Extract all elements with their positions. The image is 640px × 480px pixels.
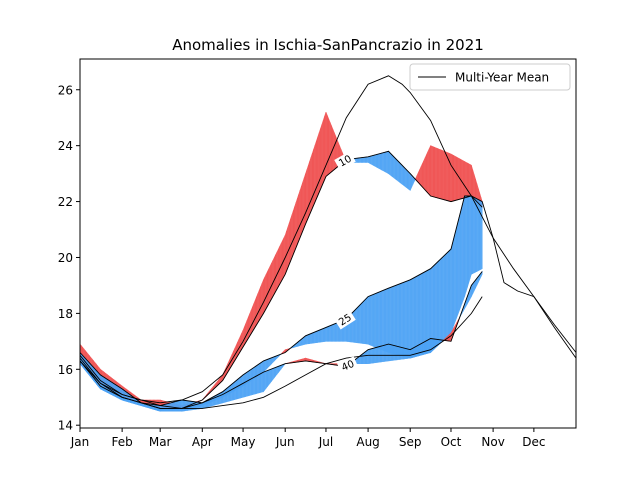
x-tick-label: Oct [441, 435, 462, 449]
contour-label-bg [334, 151, 356, 171]
x-tick-label: Dec [522, 435, 545, 449]
x-tick-label: Sep [399, 435, 422, 449]
axes: 14 16 18 20 22 24 26 Jan Feb Mar Apr May Jun Jul Aug Se… [58, 58, 577, 449]
legend-box [409, 63, 571, 91]
y-tick-label: 22 [58, 195, 73, 209]
x-tick-label: Jan [70, 435, 90, 449]
y-tick-label: 20 [58, 251, 73, 265]
x-tick-label: Aug [356, 435, 379, 449]
y-tick-label: 26 [58, 83, 73, 97]
multi-year-mean-line [79, 75, 577, 404]
contour-label-10: 10 [337, 154, 353, 170]
x-tick-label: May [231, 435, 256, 449]
chart-title: Anomalies in Ischia-SanPancrazio in 2021 [172, 36, 484, 54]
y-tick-label: 16 [58, 363, 73, 377]
anomaly-band-25-segment [480, 200, 483, 270]
x-tick-label: Jul [318, 435, 333, 449]
x-tick-label: Nov [481, 435, 504, 449]
axes-frame [79, 58, 577, 429]
contour-label-40: 40 [340, 359, 356, 374]
contour-label-bg [334, 309, 356, 330]
x-tick-label: Apr [192, 435, 213, 449]
contour-label-bg [337, 356, 359, 375]
x-tick-label: Feb [112, 435, 133, 449]
legend-label-multi-year-mean: Multi-Year Mean [455, 71, 549, 85]
percentile-25-line [79, 195, 577, 409]
reference-line [79, 296, 483, 409]
y-tick-label: 14 [58, 419, 73, 433]
y-tick-label: 18 [58, 307, 73, 321]
x-tick-label: Jun [275, 435, 295, 449]
legend: Multi-Year Mean [409, 63, 571, 91]
percentile-40-line [79, 271, 483, 407]
x-tick-label: Mar [149, 435, 172, 449]
y-tick-label: 24 [58, 139, 73, 153]
